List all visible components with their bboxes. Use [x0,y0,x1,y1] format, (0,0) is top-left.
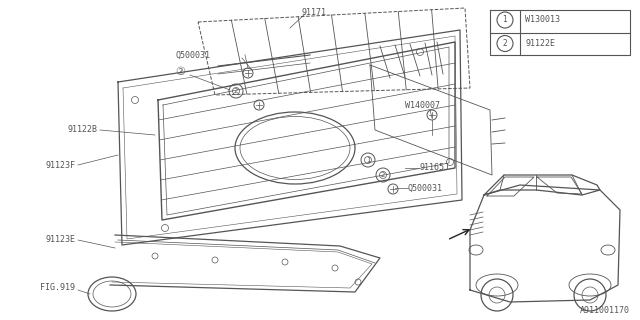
Text: Q500031: Q500031 [408,183,443,193]
Text: Q500031: Q500031 [175,51,210,60]
Text: 1: 1 [502,15,508,25]
Text: 91165J: 91165J [420,164,450,172]
Text: 91123E: 91123E [45,236,75,244]
Text: ②: ② [175,67,185,77]
Text: 2: 2 [502,39,508,48]
Text: FIG.919: FIG.919 [40,283,75,292]
Text: 2: 2 [381,172,385,178]
Text: A911001170: A911001170 [580,306,630,315]
Text: 91123F: 91123F [45,161,75,170]
Text: 2: 2 [234,88,238,94]
Text: 91122B: 91122B [68,125,98,134]
Text: W130013: W130013 [525,15,560,25]
Text: 91122E: 91122E [525,39,555,48]
Text: 1: 1 [365,157,371,163]
Text: 91171: 91171 [302,8,327,17]
Text: W140007: W140007 [405,100,440,109]
